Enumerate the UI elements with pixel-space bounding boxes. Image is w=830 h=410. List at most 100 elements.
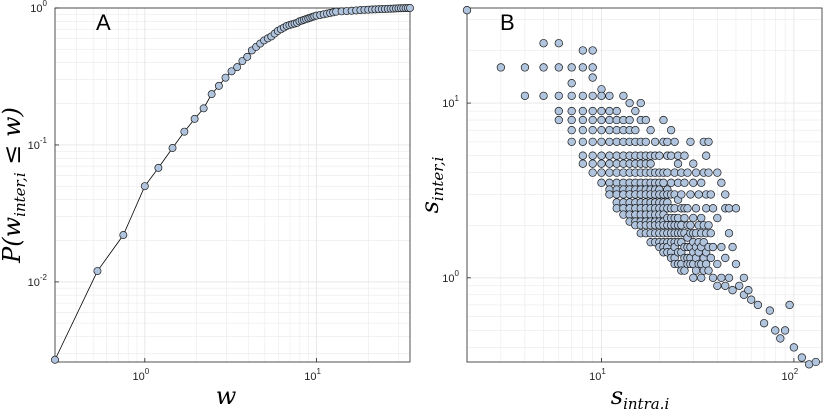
panel-b-data-point <box>713 259 722 269</box>
panel-a-y-label-sub: inter,i <box>11 172 29 217</box>
panel-a-data-point <box>406 4 414 12</box>
panel-b-x-tick-label: 101 <box>589 367 606 383</box>
panel-b-data-point <box>554 115 563 125</box>
panel-b-data-point <box>554 106 563 116</box>
panel-b-data-point <box>699 238 708 247</box>
panel-b-data-point <box>646 159 655 168</box>
panel-b-data-point <box>605 126 614 135</box>
panel-b-data-point <box>713 213 722 223</box>
panel-b-data-point <box>680 178 689 187</box>
panel-b-data-point <box>713 281 722 291</box>
panel-b-data-point <box>578 137 587 147</box>
panel-b-x-tick-label: 102 <box>782 367 799 383</box>
panel-a-y-axis-label: P(winter,i ≤ w) <box>0 107 29 264</box>
panel-b-data-point <box>659 115 668 125</box>
panel-a-data-point <box>221 73 230 82</box>
panel-b-y-label-main: s <box>416 201 444 213</box>
panel-b-data-point <box>567 115 576 125</box>
panel-b-data-point <box>605 151 614 160</box>
panel-a-x-axis-label: w <box>216 382 237 410</box>
panel-a-x-tick-label: 101 <box>304 367 321 383</box>
panel-a-letter: A <box>96 10 111 35</box>
panel-b-points <box>462 6 820 369</box>
panel-b-data-point <box>597 126 606 135</box>
panel-b-y-tick-label: 101 <box>442 94 459 110</box>
panel-b-data-point <box>721 190 730 199</box>
panel-b-data-point <box>666 151 676 160</box>
panel-b-data-point <box>462 6 472 15</box>
panel-b-data-point <box>554 91 563 100</box>
panel-a-data-point <box>168 144 177 152</box>
panel-b-data-point <box>605 106 614 116</box>
panel-b-data-point <box>789 343 799 352</box>
panel-b-data-point <box>689 273 698 283</box>
panel-b-data-point <box>753 300 763 310</box>
panel-b-data-point <box>588 159 597 168</box>
panel-b-data-point <box>578 91 587 100</box>
panel-b-data-point <box>554 63 563 72</box>
panel-b-data-point <box>686 190 695 199</box>
panel-a: 100 101 10-2 10-1 100 A w P(winter,i ≤ w) <box>0 0 414 410</box>
panel-b-data-point <box>597 159 606 168</box>
panel-b-data-point <box>597 151 606 160</box>
panel-a-data-point <box>190 114 199 123</box>
panel-b-x-label-sub: intra.i <box>623 395 669 410</box>
panel-b-data-point <box>744 286 753 295</box>
panel-b-data-point <box>785 300 794 310</box>
panel-b-data-point <box>739 273 749 283</box>
panel-a-data-point <box>233 63 242 72</box>
panel-b-data-point <box>724 273 734 283</box>
panel-b-data-point <box>683 168 692 177</box>
panel-b-data-point <box>578 115 587 125</box>
panel-b-data-point <box>578 159 587 168</box>
panel-b-data-point <box>588 168 597 177</box>
panel-b-data-point <box>780 326 790 335</box>
panel-b-data-point <box>588 73 597 82</box>
panel-b-ticks: 101 102 100 101 <box>442 94 798 383</box>
panel-b-data-point <box>702 151 711 160</box>
panel-b-data-point <box>597 137 606 147</box>
panel-b-data-point <box>625 98 634 108</box>
panel-b-data-point <box>663 137 672 147</box>
panel-b-data-point <box>747 295 756 304</box>
panel-a-line-series <box>54 7 411 360</box>
panel-b-data-point <box>554 39 563 48</box>
panel-b-data-point <box>578 151 587 160</box>
panel-b-data-point <box>683 204 692 213</box>
panel-b-data-point <box>612 106 621 116</box>
panel-a-y-tick-label: 100 <box>30 0 47 15</box>
panel-b-data-point <box>578 63 587 72</box>
panel-b-data-point <box>731 259 741 269</box>
panel-a-data-point <box>199 104 208 113</box>
panel-b-data-point <box>765 306 774 315</box>
panel-b-y-tick-label: 100 <box>442 269 459 285</box>
panel-b-data-point <box>578 126 587 135</box>
panel-b-data-point <box>578 46 587 55</box>
panel-b-data-point <box>641 115 650 125</box>
panel-a-points <box>51 4 414 364</box>
panel-b-data-point <box>706 190 715 199</box>
panel-b-data-point <box>597 168 606 177</box>
panel-b-data-point <box>673 159 683 168</box>
panel-b-data-point <box>797 353 806 362</box>
panel-b-data-point <box>567 91 576 100</box>
panel-b-data-point <box>694 190 703 199</box>
panel-b-data-point <box>520 91 530 100</box>
panel-b-data-point <box>686 137 695 147</box>
panel-b-data-point <box>605 168 614 177</box>
panel-a-data-point <box>51 355 59 364</box>
panel-b-data-point <box>605 190 614 199</box>
panel-b-data-point <box>646 126 655 135</box>
panel-a-data-point <box>243 52 252 61</box>
panel-b-axes-frame <box>466 7 823 363</box>
panel-b-data-point <box>708 242 718 252</box>
panel-b-data-point <box>677 190 686 199</box>
panel-b-data-point <box>619 91 628 100</box>
panel-b-data-point <box>597 91 606 100</box>
panel-b-data-point <box>650 137 660 147</box>
panel-b-data-point <box>697 213 706 223</box>
panel-b-data-point <box>655 151 664 160</box>
panel-a-data-point <box>93 267 102 275</box>
panel-b-data-point <box>625 115 634 125</box>
